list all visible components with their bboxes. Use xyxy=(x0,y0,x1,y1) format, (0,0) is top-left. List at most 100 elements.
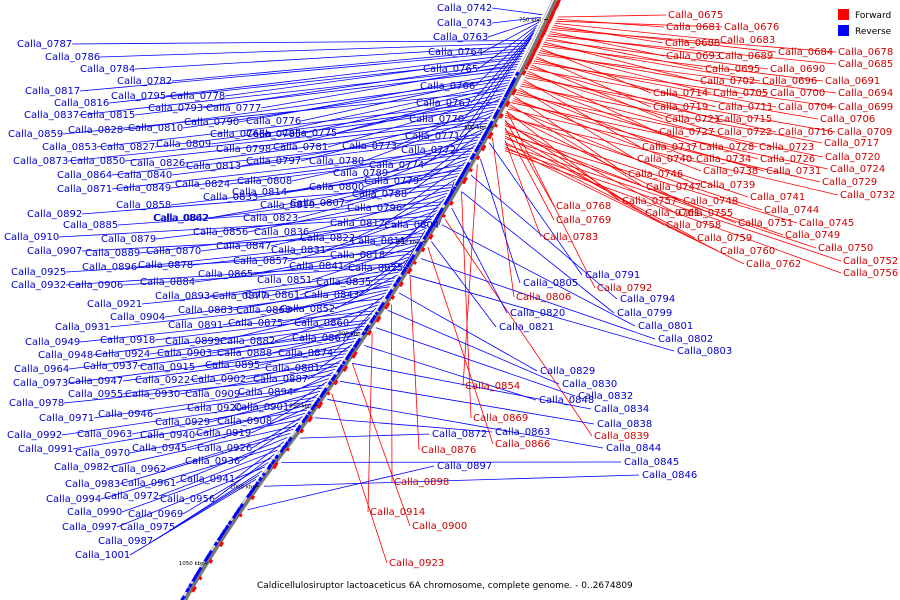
connector-line-reverse xyxy=(247,465,435,511)
gene-label-reverse: Calla_0794 xyxy=(620,294,675,305)
gene-label-reverse: Calla_0814 xyxy=(232,187,287,198)
connector-line-forward xyxy=(543,43,761,82)
connector-line-reverse xyxy=(252,242,418,275)
connector-line-reverse xyxy=(319,344,353,369)
gene-feature-reverse xyxy=(514,71,520,77)
gene-label-reverse: Calla_0906 xyxy=(68,280,123,291)
connector-line-reverse xyxy=(327,399,604,449)
connector-line-forward xyxy=(504,140,542,238)
connector-line-reverse xyxy=(67,347,350,384)
connector-line-forward xyxy=(504,137,784,236)
gene-label-forward: Calla_0706 xyxy=(820,114,875,125)
gene-feature-reverse xyxy=(400,269,406,276)
gene-label-reverse: Calla_0856 xyxy=(193,227,248,238)
connector-line-reverse xyxy=(491,7,543,16)
connector-line-forward xyxy=(532,62,837,108)
gene-label-reverse: Calla_0777 xyxy=(206,103,261,114)
tick-label: 900 kbp xyxy=(338,332,361,338)
connector-line-reverse xyxy=(124,120,489,162)
connector-line-reverse xyxy=(134,69,516,116)
gene-label-forward: Calla_0866 xyxy=(495,439,550,450)
connector-line-reverse xyxy=(307,359,342,380)
gene-label-reverse: Calla_0853 xyxy=(42,142,97,153)
gene-label-reverse: Calla_0892 xyxy=(27,209,82,220)
connector-line-reverse xyxy=(117,201,443,226)
connector-line-forward xyxy=(367,333,373,513)
gene-label-reverse: Calla_0884 xyxy=(140,277,195,288)
connector-line-reverse xyxy=(171,47,527,82)
legend: Forward Reverse xyxy=(838,9,892,37)
connector-line-reverse xyxy=(489,142,583,276)
gene-feature-reverse xyxy=(486,123,493,131)
gene-feature-reverse xyxy=(509,82,514,87)
gene-label-forward: Calla_0684 xyxy=(778,47,833,58)
gene-label-reverse: Calla_0860 xyxy=(294,318,349,329)
connector-line-forward xyxy=(554,22,719,41)
gene-label-forward: Calla_0876 xyxy=(421,445,476,456)
connector-line-reverse xyxy=(263,474,640,487)
connector-line-forward xyxy=(508,106,699,186)
connector-line-reverse xyxy=(68,331,361,370)
gene-feature-forward xyxy=(521,69,527,76)
gene-feature-reverse xyxy=(266,463,273,471)
gene-label-reverse: Calla_0791 xyxy=(585,270,640,281)
gene-feature-forward xyxy=(532,45,539,54)
gene-label-reverse: Calla_0874 xyxy=(278,348,333,359)
gene-label-reverse: Calla_0877 xyxy=(212,291,267,302)
connector-line-reverse xyxy=(152,474,260,542)
connector-line-forward xyxy=(538,52,769,94)
connector-line-reverse xyxy=(158,449,278,497)
gene-feature-forward xyxy=(285,447,290,452)
connector-line-reverse xyxy=(461,191,615,314)
gene-feature-reverse xyxy=(480,135,486,142)
gene-label-reverse: Calla_0955 xyxy=(68,389,123,400)
gene-label-reverse: Calla_0830 xyxy=(562,379,617,390)
gene-label-forward: Calla_0678 xyxy=(838,47,893,58)
gene-label-reverse: Calla_0881 xyxy=(265,363,320,374)
label-connector-lines xyxy=(58,7,842,564)
gene-label-forward: Calla_0738 xyxy=(703,166,758,177)
connector-line-reverse xyxy=(170,170,461,206)
gene-feature-reverse xyxy=(258,476,263,482)
gene-feature-forward xyxy=(428,233,434,240)
gene-label-reverse: Calla_0822 xyxy=(300,233,355,244)
gene-label-forward: Calla_0724 xyxy=(830,164,885,175)
gene-label-reverse: Calla_0798 xyxy=(216,144,271,155)
gene-label-forward: Calla_0747 xyxy=(646,182,701,193)
gene-label-forward: Calla_0709 xyxy=(837,127,892,138)
gene-feature-reverse xyxy=(402,266,408,272)
gene-label-reverse: Calla_0991 xyxy=(18,444,73,455)
tick-label: 850 kbp xyxy=(397,239,420,245)
gene-label-forward: Calla_0685 xyxy=(838,59,893,70)
gene-feature-forward xyxy=(351,351,358,359)
gene-feature-reverse xyxy=(283,441,290,448)
gene-label-forward: Calla_0705 xyxy=(713,88,768,99)
gene-label-reverse: Calla_0925 xyxy=(11,267,66,278)
connector-line-reverse xyxy=(209,268,402,297)
tick-label: 950 kbp xyxy=(289,404,312,410)
gene-label-reverse: Calla_0843 xyxy=(304,290,359,301)
gene-label-reverse: Calla_0819 xyxy=(260,200,315,211)
gene-label-reverse: Calla_0971 xyxy=(39,413,94,424)
gene-feature-forward xyxy=(406,267,413,275)
gene-feature-reverse xyxy=(385,295,390,300)
connector-line-reverse xyxy=(219,301,381,342)
gene-label-reverse: Calla_0862 xyxy=(153,213,208,224)
gene-label-forward: Calla_0751 xyxy=(738,218,793,229)
gene-label-forward: Calla_0792 xyxy=(597,283,652,294)
gene-label-reverse: Calla_0992 xyxy=(7,430,62,441)
gene-label-forward: Calla_0681 xyxy=(666,22,721,33)
gene-label-reverse: Calla_0763 xyxy=(433,32,488,43)
gene-label-forward: Calla_0719 xyxy=(653,102,708,113)
connector-line-reverse xyxy=(271,393,319,422)
connector-line-forward xyxy=(552,27,777,53)
gene-features xyxy=(179,0,562,600)
gene-label-reverse: Calla_0867 xyxy=(292,333,347,344)
gene-label-reverse: Calla_0805 xyxy=(523,278,578,289)
gene-label-reverse: Calla_0774 xyxy=(369,160,424,171)
gene-label-forward: Calla_0699 xyxy=(838,102,893,113)
gene-label-reverse: Calla_0909 xyxy=(185,389,240,400)
connector-line-reverse xyxy=(314,167,463,206)
gene-label-forward: Calla_0714 xyxy=(653,88,708,99)
gene-feature-reverse xyxy=(422,235,428,241)
